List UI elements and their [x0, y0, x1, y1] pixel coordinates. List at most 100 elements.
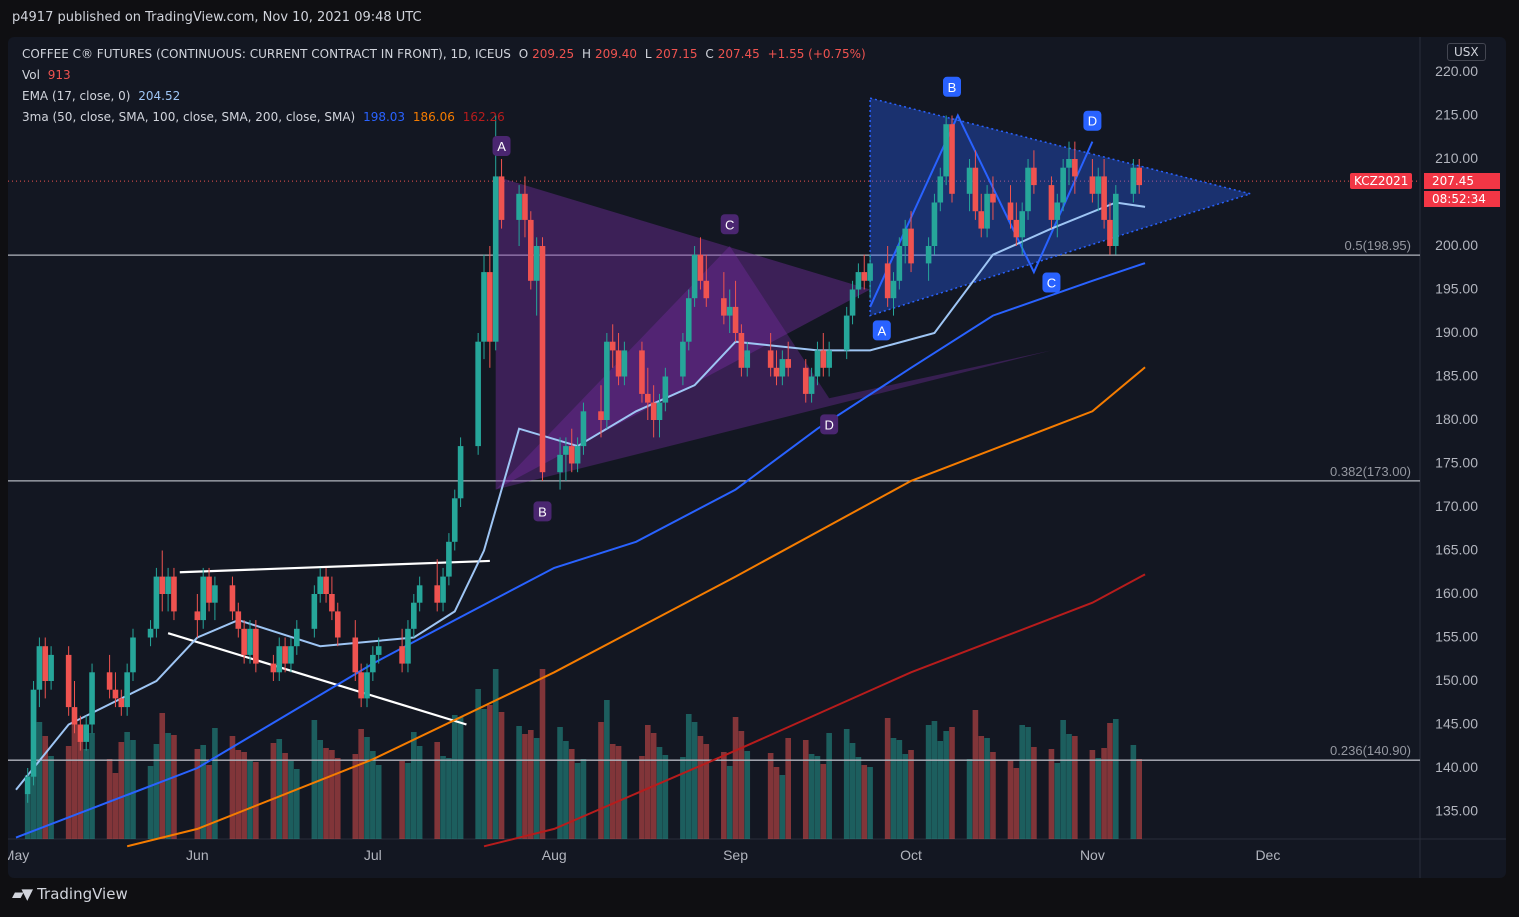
- candle-body: [639, 350, 645, 394]
- volume-bar: [1048, 749, 1055, 839]
- y-tick-label: 215.00: [1435, 107, 1478, 123]
- volume-bar: [867, 767, 873, 839]
- volume-bar: [1095, 758, 1102, 839]
- candle: [867, 254, 873, 299]
- candle: [528, 211, 534, 290]
- candle: [323, 567, 329, 603]
- candle-body: [229, 585, 236, 612]
- candle-body: [896, 246, 903, 281]
- candle-body: [522, 193, 528, 220]
- close-value: 207.45: [717, 47, 760, 61]
- y-tick-label: 160.00: [1435, 585, 1478, 601]
- volume-bar: [1019, 725, 1025, 839]
- x-tick-label: Oct: [900, 847, 922, 863]
- volume-bar: [416, 746, 423, 839]
- high-label: H: [581, 47, 591, 61]
- fib-label: 0.5(198.95): [1345, 238, 1412, 253]
- candle-body: [1060, 167, 1066, 203]
- volume-bar: [604, 700, 610, 839]
- volume-bar: [475, 689, 481, 839]
- candle-body: [492, 176, 499, 342]
- y-tick-label: 135.00: [1435, 803, 1478, 819]
- brand-footer[interactable]: ▰▼ TradingView: [12, 885, 128, 903]
- candle-body: [30, 689, 37, 777]
- candle-body: [902, 228, 908, 246]
- y-tick-label: 145.00: [1435, 716, 1478, 732]
- volume-bar: [276, 739, 283, 839]
- candle: [785, 341, 791, 377]
- candle-body: [1054, 202, 1061, 220]
- volume-bar: [1136, 759, 1142, 839]
- candle-body: [908, 228, 914, 264]
- candle-body: [71, 707, 78, 725]
- candle-body: [966, 167, 973, 194]
- candle-body: [779, 359, 786, 377]
- candle: [1089, 159, 1096, 203]
- sma-100-line: [126, 366, 1146, 848]
- volume-bar: [405, 763, 411, 839]
- volume-bar: [615, 746, 622, 839]
- candle-body: [1013, 219, 1020, 238]
- price-chart[interactable]: 0.5(198.95) 0.382(173.00) 0.236(140.90) A B…: [8, 37, 1506, 878]
- volume-bar: [896, 740, 903, 839]
- currency-button[interactable]: USX: [1447, 43, 1486, 61]
- candle: [826, 341, 832, 377]
- candle-body: [574, 446, 581, 464]
- volume-bar: [153, 744, 160, 839]
- x-tick-label: May: [8, 847, 29, 863]
- volume-bar: [370, 751, 376, 839]
- candle-body: [165, 576, 171, 594]
- volume-bar: [118, 742, 125, 839]
- volume-bar: [42, 736, 49, 839]
- volume-bar: [528, 730, 534, 839]
- volume-bar: [71, 721, 78, 839]
- candle-body: [440, 576, 446, 603]
- candle: [83, 715, 89, 751]
- candle: [317, 567, 323, 603]
- purple-triangle-2: [495, 246, 1052, 490]
- x-tick-label: Jul: [364, 847, 382, 863]
- candle: [48, 646, 54, 690]
- candle-body: [609, 341, 616, 351]
- candle-body: [124, 672, 130, 708]
- volume-bar: [487, 705, 493, 839]
- volume-bar: [352, 754, 359, 839]
- candle: [574, 437, 581, 473]
- candle: [475, 333, 481, 455]
- pattern-point-c: C: [725, 217, 734, 232]
- volume-bar: [990, 752, 996, 839]
- candle-body: [826, 350, 832, 368]
- candle: [112, 672, 119, 708]
- candle-body: [1025, 167, 1031, 212]
- pattern-point-b-box: [533, 501, 552, 522]
- candle: [539, 237, 546, 481]
- volume-bars: [24, 669, 1142, 839]
- close-label: C: [705, 47, 714, 61]
- candle: [1031, 150, 1037, 194]
- candle: [990, 176, 996, 220]
- candle-body: [662, 376, 669, 403]
- upper-trendline: [179, 559, 490, 574]
- candle: [949, 115, 955, 203]
- volume-bar: [1025, 727, 1031, 839]
- candle-body: [1072, 159, 1078, 177]
- candle-body: [539, 246, 546, 473]
- volume-bar: [206, 765, 212, 839]
- symbol-name: COFFEE C® FUTURES (CONTINUOUS: CURRENT C…: [22, 47, 511, 61]
- candle-body: [288, 646, 294, 664]
- candle-body: [767, 350, 774, 368]
- pattern-labels: A B C D A B C D: [492, 76, 1102, 522]
- candle-body: [1101, 176, 1107, 220]
- candle-body: [656, 402, 663, 420]
- candle-body: [1019, 211, 1025, 238]
- fib-label: 0.236(140.90): [1330, 743, 1411, 758]
- volume-bar: [925, 725, 932, 839]
- candle: [645, 367, 651, 420]
- candle: [615, 333, 622, 386]
- candle-body: [990, 193, 996, 203]
- candle-body: [949, 124, 955, 194]
- candle: [446, 533, 452, 586]
- pattern-point-c2: C: [1047, 276, 1056, 291]
- chart-frame: [8, 37, 1506, 878]
- candle: [721, 272, 727, 325]
